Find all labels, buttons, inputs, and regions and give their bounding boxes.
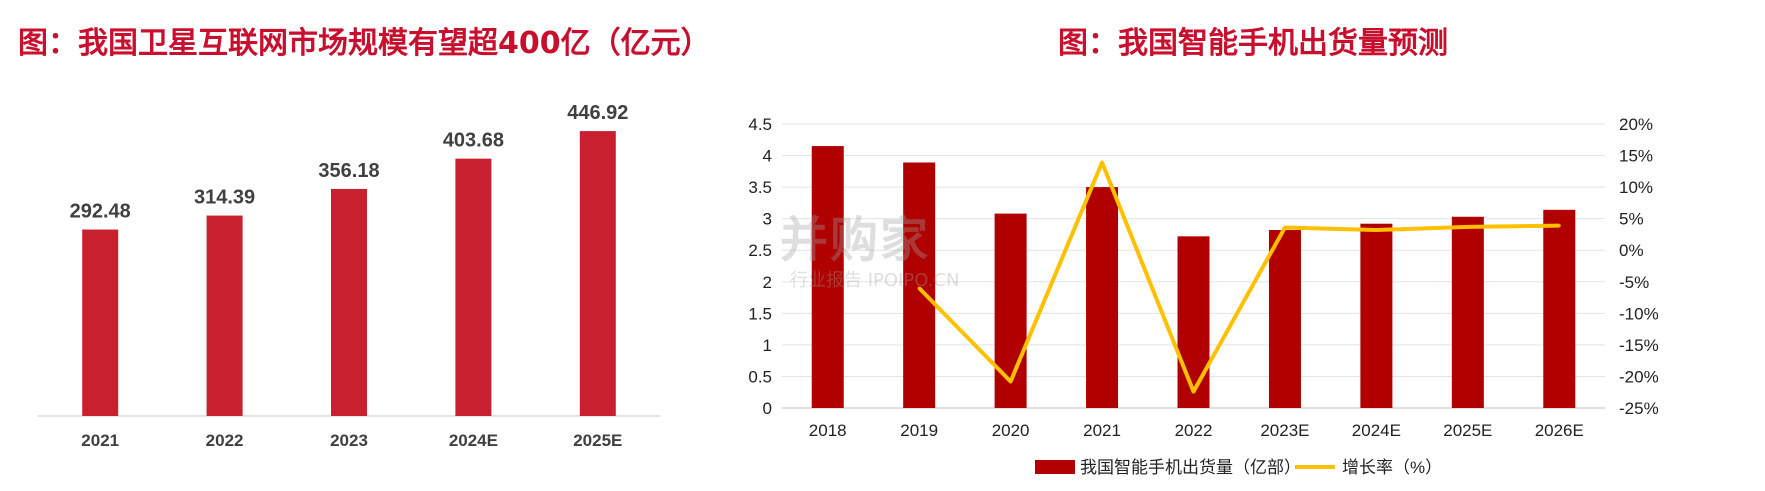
y-right-tick: -25% [1619,399,1659,418]
legend-label-growth: 增长率（%） [1342,458,1442,477]
data-label-2022: 314.39 [194,187,255,209]
market-size-bar-chart: 292.48 2021 314.39 2022 356.18 2023 403.68 2024… [38,102,660,450]
y-left-tick: 0 [763,399,772,418]
y-right-tick: 0% [1619,241,1644,260]
growth-point-2020 [1009,379,1013,383]
y-right-tick: -10% [1619,304,1659,323]
x-tick-2025E: 2025E [573,431,622,450]
bar-2023E [1268,230,1301,408]
data-label-2025E: 446.92 [567,102,628,124]
bar-2021 [82,229,119,416]
bar-2026E [1543,209,1576,408]
y-right-tick: -5% [1619,273,1649,292]
bar-2021 [1086,187,1119,408]
y-right-tick: -15% [1619,336,1659,355]
growth-point-2023E [1283,226,1287,230]
bar-2020 [994,213,1027,408]
bar-2024E [455,158,492,417]
y-right-tick: 10% [1619,178,1653,197]
bar-2025E [579,131,616,416]
x-tick-2019: 2019 [900,421,938,440]
bar-2024E [1360,223,1393,408]
bar-2023 [331,188,367,416]
bar-2019 [903,162,936,408]
growth-point-2021 [1100,160,1104,164]
y-right-tick: 5% [1619,210,1644,229]
x-tick-2021: 2021 [1083,421,1121,440]
growth-point-2022 [1192,390,1195,394]
x-tick-2022: 2022 [1175,421,1213,440]
data-label-2024E: 403.68 [443,130,504,152]
smartphone-shipment-chart: 0 0.5 1 1.5 2 2.5 3 3.5 4 4.5 -25% -20% -15% -10% -5% 0… [748,115,1659,477]
y-left-tick: 2 [763,273,772,292]
y-left-tick: 4.5 [748,115,772,134]
x-tick-2022: 2022 [206,431,244,450]
y-right-tick: 15% [1619,147,1653,166]
x-tick-2023: 2023 [330,431,368,450]
right-chart-title: 图：我国智能手机出货量预测 [1058,26,1448,61]
y-left-tick: 4 [763,147,772,166]
left-chart-title: 图：我国卫星互联网市场规模有望超400亿（亿元） [18,26,711,61]
bar-2018 [811,146,844,409]
growth-point-2025E [1466,225,1470,229]
x-tick-2024E: 2024E [1352,421,1401,440]
data-label-2023: 356.18 [318,160,379,182]
legend-label-shipments: 我国智能手机出货量（亿部） [1080,458,1301,477]
growth-point-2019 [917,286,921,290]
bar-2022 [1177,236,1210,408]
x-tick-2020: 2020 [992,421,1030,440]
y-left-tick: 1.5 [748,304,772,323]
x-tick-2024E: 2024E [449,431,498,450]
growth-point-2026E [1557,224,1561,228]
y-right-tick: 20% [1619,115,1653,134]
y-right-tick: -20% [1619,367,1659,386]
y-left-tick: 0.5 [748,367,772,386]
legend-swatch-shipments [1035,460,1075,474]
y-left-tick: 3 [763,210,772,229]
bar-2022 [206,215,243,416]
y-left-tick: 3.5 [748,178,772,197]
y-left-tick: 1 [763,336,772,355]
bar-2025E [1451,216,1484,408]
x-tick-2021: 2021 [81,431,119,450]
x-tick-2023E: 2023E [1260,421,1309,440]
y-left-tick: 2.5 [748,241,772,260]
x-tick-2025E: 2025E [1443,421,1492,440]
data-label-2021: 292.48 [70,201,131,223]
growth-point-2024E [1374,228,1378,232]
x-tick-2018: 2018 [809,421,847,440]
growth-rate-line [917,160,1560,394]
x-tick-2026E: 2026E [1535,421,1584,440]
